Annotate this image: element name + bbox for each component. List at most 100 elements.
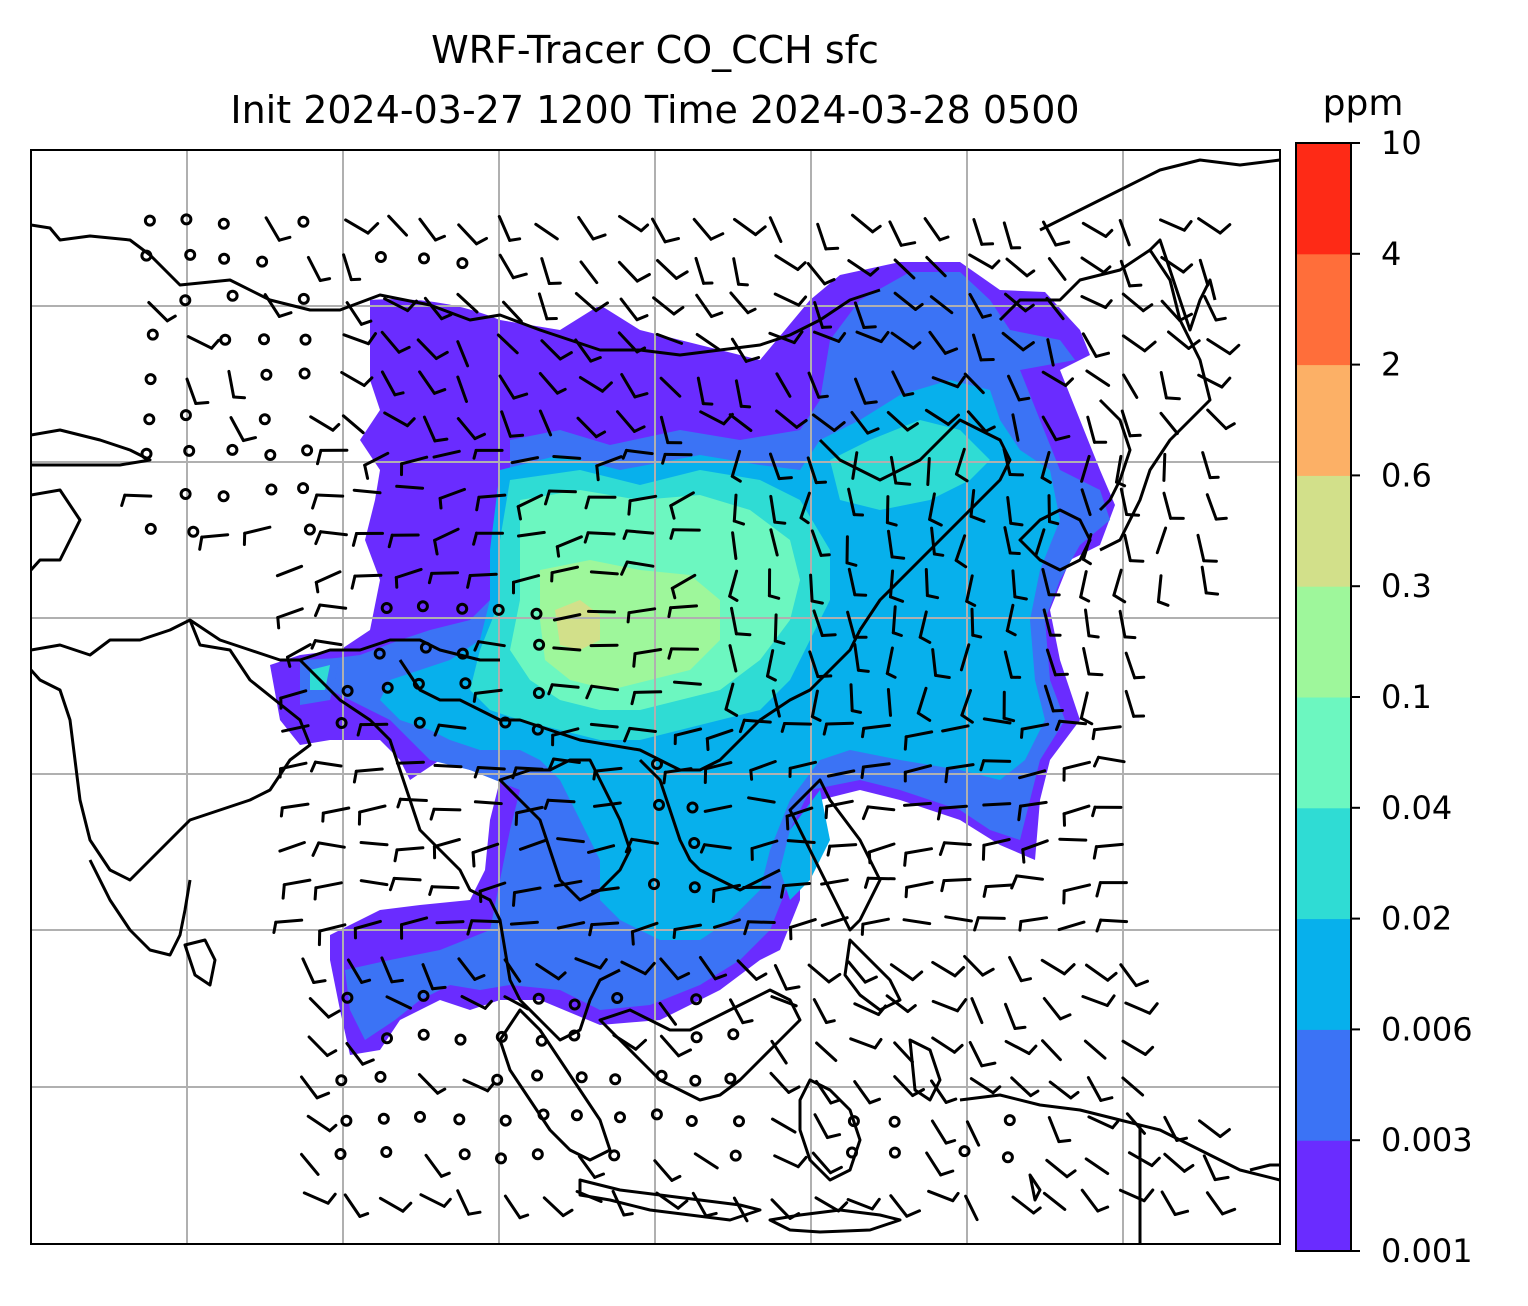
wind-barb-shaft [663, 767, 693, 774]
calm-wind-marker [380, 602, 393, 614]
wind-barb-shaft [916, 686, 928, 715]
wind-barb-flag [325, 1049, 338, 1057]
wind-barb-shaft [749, 760, 777, 772]
wind-barb-flag [512, 891, 516, 907]
wind-barb-shaft [972, 333, 983, 362]
colorbar-tick-label: 4 [1381, 235, 1401, 273]
wind-barb-shaft [275, 564, 304, 578]
calm-wind-marker [412, 677, 425, 690]
wind-barb-flag [311, 841, 321, 857]
wind-barb-shaft [847, 487, 856, 517]
wind-barb-flag [1202, 559, 1218, 563]
wind-barb-shaft [699, 410, 726, 426]
wind-barb-shaft [1118, 218, 1131, 247]
wind-barb-shaft [186, 335, 214, 350]
wind-barb-shaft [813, 1113, 829, 1139]
wind-barb-shaft [1062, 883, 1091, 893]
wind-barb-shaft [1156, 574, 1163, 604]
wind-barb-flag [705, 737, 710, 751]
wind-barb-shaft [278, 841, 306, 853]
wind-barb-flag [594, 430, 607, 439]
wind-barb-flag [363, 463, 370, 480]
wind-barb-shaft [574, 292, 598, 313]
wind-barb-shaft [808, 650, 820, 679]
wind-barb-flag [278, 767, 283, 779]
wind-barb-flag [466, 919, 474, 936]
wind-barb-flag [777, 476, 793, 481]
calm-wind-marker [614, 1111, 626, 1124]
calm-wind-marker [499, 716, 512, 729]
wind-barb-flag [867, 850, 872, 865]
colorbar-swatches [1296, 143, 1351, 1252]
wind-barb-flag [1064, 377, 1074, 387]
wind-barb-flag [427, 571, 434, 585]
calm-wind-marker [143, 413, 156, 426]
tracer-concentration-field [270, 262, 1115, 1055]
calm-wind-marker [187, 525, 200, 538]
wind-barb-shaft [319, 530, 348, 537]
wind-barb-shaft [633, 648, 663, 656]
wind-barb-shaft [553, 879, 583, 888]
wind-barb-shaft [969, 489, 976, 518]
wind-barb-shaft [653, 1159, 674, 1182]
wind-barb-shaft [342, 253, 353, 282]
wind-barb-flag [592, 769, 597, 781]
wind-barb-flag [508, 237, 522, 242]
wind-barb-shaft [891, 605, 897, 635]
wind-barb-shaft [264, 216, 281, 242]
wind-barb-shaft [1125, 1112, 1146, 1135]
wind-barb-shaft [746, 920, 776, 924]
wind-barb-shaft [673, 680, 702, 686]
wind-barb-shaft [766, 649, 775, 678]
colorbar-unit: ppm [1323, 83, 1404, 124]
wind-barb-flag [1134, 979, 1149, 988]
wind-barb-shaft [1119, 487, 1129, 516]
wind-barb-shaft [851, 213, 875, 234]
wind-barb-flag [1017, 804, 1022, 822]
wind-barb-flag [1013, 1025, 1027, 1030]
wind-barb-shaft [768, 216, 783, 243]
wind-barb-shaft [854, 377, 867, 405]
wind-barb-shaft [435, 920, 465, 925]
wind-barb-shaft [542, 1196, 565, 1218]
wind-barb-shaft [1099, 918, 1129, 924]
wind-barb-flag [620, 560, 629, 576]
wind-barb-shaft [1159, 371, 1168, 400]
wind-barb-flag [1128, 433, 1142, 438]
calm-wind-marker [341, 991, 354, 1004]
calm-wind-marker [417, 1028, 430, 1041]
wind-barb-shaft [315, 493, 345, 498]
wind-barb-shaft [734, 379, 743, 408]
wind-barb-flag [699, 843, 706, 854]
wind-barb-shaft [595, 455, 623, 468]
wind-barb-flag [1079, 595, 1091, 603]
calm-wind-marker [419, 641, 432, 654]
wind-barb-flag [327, 1009, 341, 1019]
wind-barb-flag [393, 391, 405, 397]
wind-barb-shaft [513, 886, 542, 895]
wind-barb-shaft [659, 415, 670, 445]
wind-barb-shaft [478, 881, 507, 893]
calm-wind-marker [499, 1114, 512, 1127]
wind-barb-shaft [847, 259, 872, 277]
wind-barb-shaft [503, 958, 522, 983]
calm-wind-marker [303, 523, 316, 536]
wind-barb-shaft [416, 338, 438, 360]
wind-barb-shaft [1041, 370, 1068, 387]
wind-barb-shaft [673, 727, 703, 737]
wind-barb-shaft [537, 292, 549, 321]
wind-barb-shaft [577, 1154, 597, 1179]
wind-barb-shaft [423, 296, 444, 321]
wind-barb-shaft [276, 607, 304, 619]
wind-barb-shaft [1083, 1039, 1107, 1060]
wind-barb-shaft [1058, 837, 1088, 842]
wind-barb-shaft [769, 1071, 791, 1094]
wind-barb-shaft [1121, 1076, 1145, 1097]
wind-barb-shaft [185, 377, 198, 405]
wind-barb-shaft [274, 918, 304, 924]
wind-barb-flag [1213, 1175, 1230, 1182]
wind-barb-flag [241, 436, 257, 442]
wind-barb-shaft [861, 762, 891, 769]
wind-barb-shaft [1040, 958, 1066, 976]
calm-wind-marker [575, 1071, 588, 1084]
